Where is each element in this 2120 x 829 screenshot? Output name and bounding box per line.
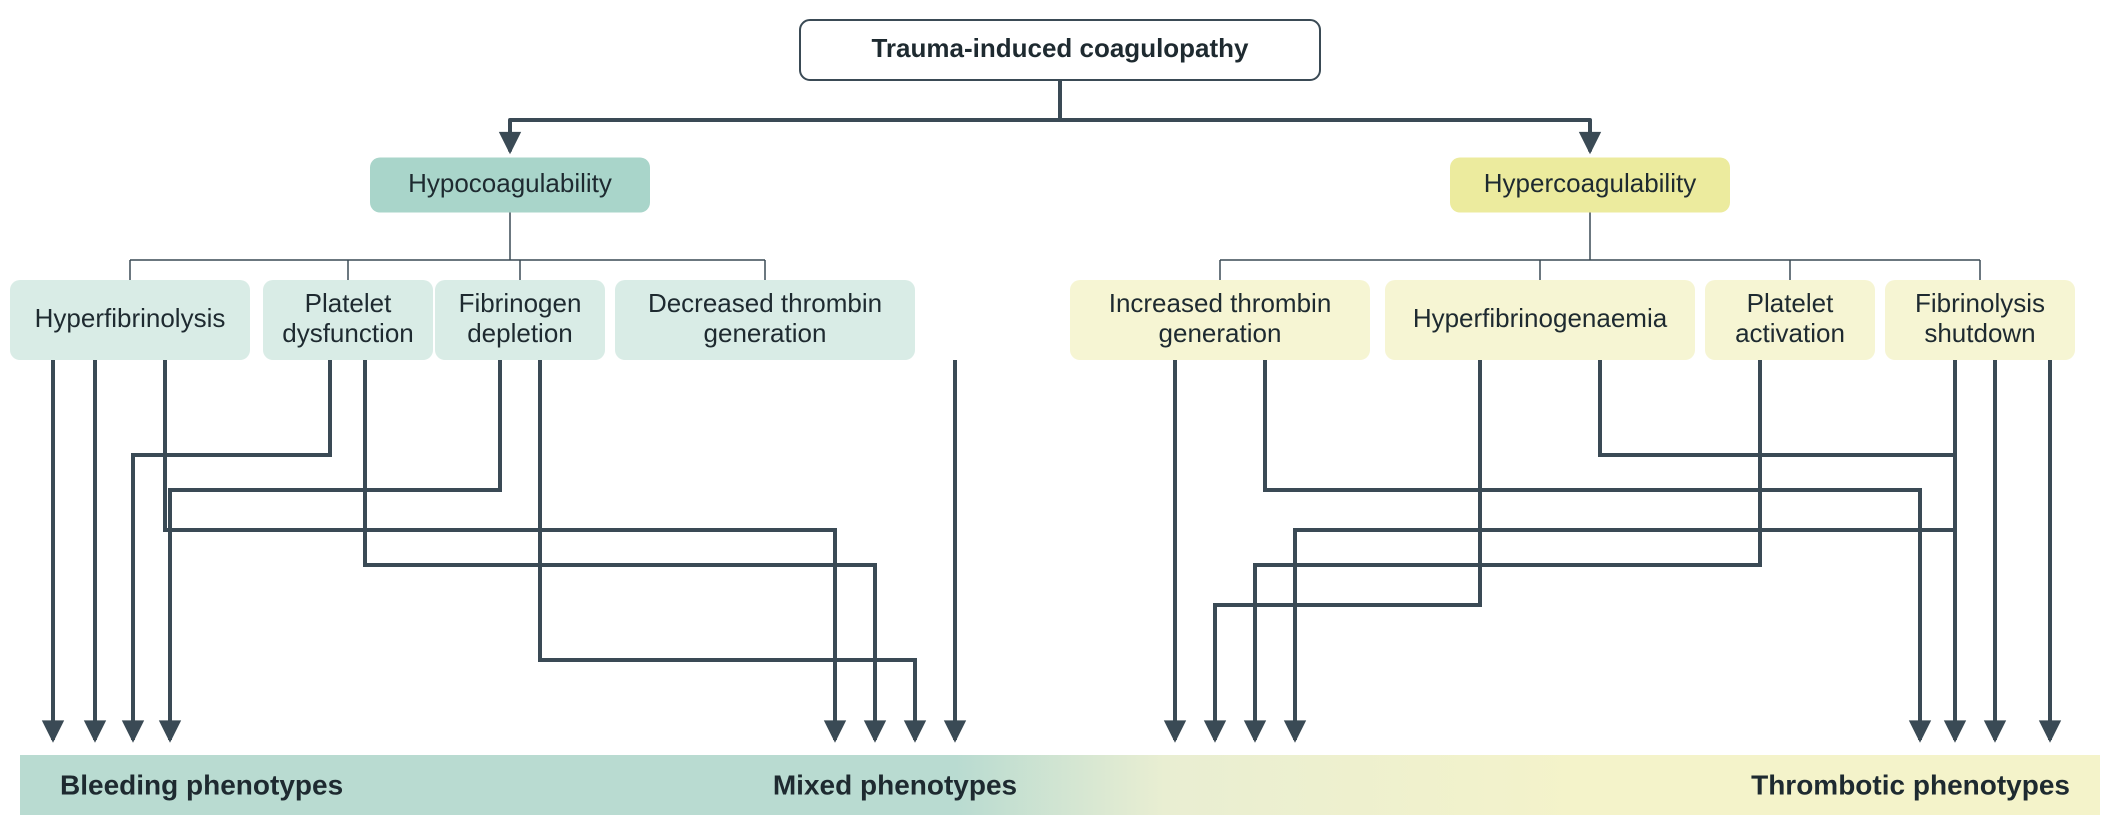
hypo-child-pd: Plateletdysfunction xyxy=(263,280,433,360)
hypo-child-fd-label: depletion xyxy=(467,318,573,348)
hyper-child-itg-label: generation xyxy=(1159,318,1282,348)
root-node: Trauma-induced coagulopathy xyxy=(800,20,1320,80)
hypo-child-hf-label: Hyperfibrinolysis xyxy=(35,303,226,333)
flow-edge xyxy=(133,360,330,740)
hypo-child-hf: Hyperfibrinolysis xyxy=(10,280,250,360)
edge xyxy=(510,80,1060,152)
hypo-child-dtg: Decreased thrombingeneration xyxy=(615,280,915,360)
hypo-header-label: Hypocoagulability xyxy=(408,168,612,198)
flow-edge xyxy=(365,360,875,740)
hyper-child-fs: Fibrinolysisshutdown xyxy=(1885,280,2075,360)
hyper-header-label: Hypercoagulability xyxy=(1484,168,1696,198)
hyper-child-pa-label: Platelet xyxy=(1747,288,1834,318)
flow-edge xyxy=(1255,360,1760,740)
hyper-child-fs-label: Fibrinolysis xyxy=(1915,288,2045,318)
hypo-child-dtg-label: Decreased thrombin xyxy=(648,288,882,318)
hyper-header: Hypercoagulability xyxy=(1450,158,1730,213)
hyper-child-hfg: Hyperfibrinogenaemia xyxy=(1385,280,1695,360)
footer-bleeding: Bleeding phenotypes xyxy=(60,769,343,800)
hyper-child-pa: Plateletactivation xyxy=(1705,280,1875,360)
flow-edge xyxy=(170,360,500,740)
hyper-child-hfg-label: Hyperfibrinogenaemia xyxy=(1413,303,1668,333)
footer-mixed: Mixed phenotypes xyxy=(773,769,1017,800)
edge xyxy=(1060,80,1590,152)
hyper-child-fs-label: shutdown xyxy=(1924,318,2035,348)
root-node-label: Trauma-induced coagulopathy xyxy=(871,33,1249,63)
footer-thrombotic: Thrombotic phenotypes xyxy=(1751,769,2070,800)
hyper-child-pa-label: activation xyxy=(1735,318,1845,348)
hypo-child-pd-label: dysfunction xyxy=(282,318,414,348)
hypo-child-fd-label: Fibrinogen xyxy=(459,288,582,318)
flow-edge xyxy=(1265,360,1920,740)
hypo-child-dtg-label: generation xyxy=(704,318,827,348)
flowchart-canvas: Trauma-induced coagulopathy Hypocoagulabi… xyxy=(0,0,2120,829)
hypo-child-pd-label: Platelet xyxy=(305,288,392,318)
hypo-child-fd: Fibrinogendepletion xyxy=(435,280,605,360)
hypo-header: Hypocoagulability xyxy=(370,158,650,213)
hyper-child-itg-label: Increased thrombin xyxy=(1109,288,1332,318)
flow-edge xyxy=(540,360,915,740)
hyper-child-itg: Increased thrombingeneration xyxy=(1070,280,1370,360)
flow-edge xyxy=(1295,360,1955,740)
flow-edge xyxy=(1600,360,1955,740)
